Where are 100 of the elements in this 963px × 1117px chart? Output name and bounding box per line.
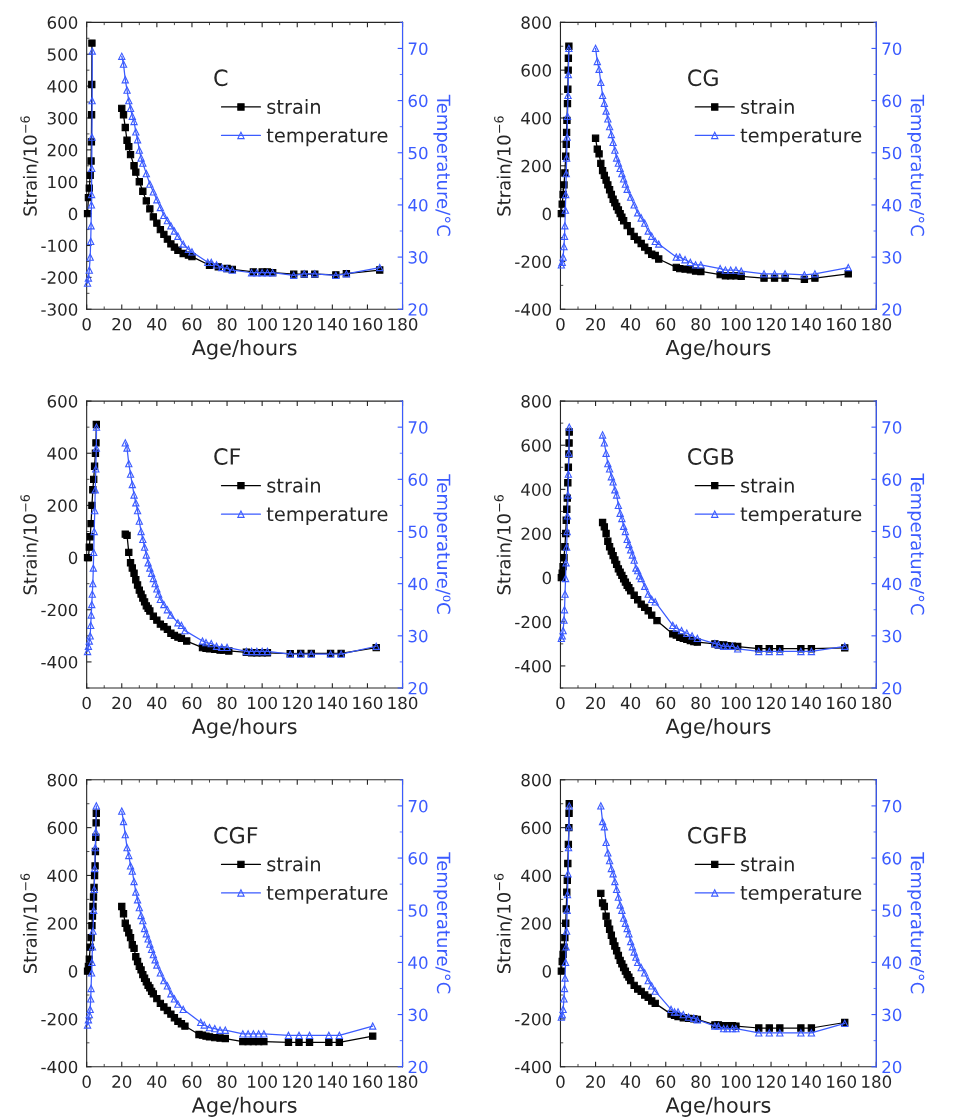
- y-tick-label: -400: [41, 655, 78, 669]
- x-tick-label: 160: [827, 1075, 857, 1088]
- y-tick-label: -200: [515, 615, 552, 629]
- y-tick-label: 0: [542, 965, 552, 978]
- x-tick-label: 100: [721, 1075, 751, 1088]
- x-tick-label: 180: [388, 696, 418, 710]
- x-tick-label: 100: [248, 1075, 277, 1088]
- y-axis-title: Strain/10$^{−6}$: [20, 116, 39, 216]
- x-tick-label: 140: [792, 317, 821, 331]
- legend-label: temperature: [740, 507, 862, 526]
- x-axis-title: Age/hours: [665, 339, 771, 360]
- legend-label: temperature: [266, 507, 388, 526]
- y-axis-title: Strain/10$^{−6}$: [494, 873, 513, 974]
- y-tick-label: 800: [521, 773, 552, 787]
- y-tick-label: 200: [521, 159, 552, 173]
- y2-axis-title: Temperature/°C: [907, 852, 925, 994]
- y2-tick-label: 30: [882, 629, 902, 643]
- y2-tick-label: 30: [408, 629, 428, 643]
- x-tick-label: 20: [586, 696, 606, 710]
- x-tick-label: 120: [756, 696, 786, 710]
- x-axis-title: Age/hours: [191, 339, 297, 360]
- x-axis-title: Age/hours: [191, 1096, 297, 1117]
- legend-label: strain: [741, 98, 794, 115]
- y-tick-label: -400: [515, 1060, 552, 1074]
- y-tick-label: 200: [47, 917, 78, 930]
- x-tick-label: 60: [182, 696, 202, 710]
- x-tick-label: 180: [862, 696, 892, 710]
- x-tick-label: 40: [620, 1075, 641, 1088]
- y2-tick-label: 30: [408, 251, 428, 264]
- y-axis-title: Strain/10$^{−6}$: [494, 116, 513, 216]
- y2-tick-label: 40: [408, 956, 428, 969]
- x-tick-label: 0: [82, 317, 91, 331]
- x-tick-label: 0: [556, 696, 565, 710]
- legend-label: temperature: [266, 886, 388, 904]
- x-axis-title: Age/hours: [191, 718, 297, 739]
- y-tick-label: 0: [68, 207, 78, 221]
- y-axis-title: Strain/10$^{−6}$: [20, 494, 39, 595]
- y-axis-title: Strain/10$^{−6}$: [20, 873, 39, 974]
- y2-tick-label: 60: [882, 94, 902, 108]
- legend-label: temperature: [740, 886, 862, 904]
- y-tick-label: 400: [47, 80, 78, 93]
- x-tick-label: 180: [862, 1075, 892, 1088]
- x-tick-label: 120: [283, 1075, 313, 1088]
- y-tick-label: 400: [47, 869, 78, 883]
- y-tick-label: 400: [521, 483, 552, 496]
- x-tick-label: 60: [656, 1075, 676, 1088]
- y-tick-label: 600: [521, 64, 552, 77]
- y-tick-label: -400: [515, 303, 552, 316]
- y-tick-label: -400: [41, 1060, 78, 1074]
- y-tick-label: 200: [521, 527, 552, 541]
- legend-label: temperature: [740, 128, 862, 147]
- x-tick-label: 160: [827, 317, 857, 331]
- x-tick-label: 160: [353, 1075, 383, 1088]
- x-tick-label: 180: [862, 317, 892, 331]
- legend-label: temperature: [266, 128, 388, 147]
- y-tick-label: 800: [47, 773, 78, 787]
- y2-tick-label: 20: [408, 1060, 428, 1074]
- x-tick-label: 100: [248, 696, 277, 710]
- x-tick-label: 120: [756, 317, 786, 331]
- y2-tick-label: 70: [408, 799, 428, 813]
- y2-tick-label: 60: [408, 94, 428, 108]
- x-tick-label: 80: [691, 696, 711, 710]
- text: CGFB: [688, 826, 746, 844]
- y-tick-label: 200: [521, 917, 552, 930]
- x-tick-label: 80: [217, 317, 237, 331]
- text: CF: [214, 448, 241, 465]
- x-tick-label: 100: [248, 317, 277, 331]
- x-tick-label: 120: [756, 1075, 786, 1088]
- y2-tick-label: 20: [882, 1060, 902, 1074]
- x-tick-label: 40: [147, 696, 167, 710]
- y-tick-label: -300: [41, 303, 78, 316]
- x-tick-label: 140: [318, 317, 348, 331]
- x-tick-label: 0: [556, 1075, 565, 1088]
- y2-tick-label: 50: [882, 525, 902, 539]
- y2-tick-label: 70: [882, 42, 902, 55]
- y-tick-label: 0: [68, 551, 78, 565]
- x-axis-title: Age/hours: [665, 1096, 771, 1117]
- y-tick-label: 200: [47, 499, 78, 512]
- x-tick-label: 60: [182, 1075, 202, 1088]
- x-tick-label: 20: [586, 1075, 606, 1088]
- x-tick-label: 80: [691, 1075, 711, 1088]
- y2-tick-label: 20: [882, 303, 902, 316]
- x-tick-label: 0: [556, 317, 565, 331]
- text: CGB: [688, 448, 734, 465]
- x-tick-label: 160: [353, 696, 383, 710]
- y-tick-label: 200: [47, 143, 78, 157]
- legend-label: strain: [741, 856, 794, 872]
- y-tick-label: -200: [41, 1012, 78, 1026]
- y2-axis-title: Temperature/⁰C: [433, 474, 451, 614]
- x-tick-label: 60: [656, 696, 676, 710]
- x-tick-label: 140: [792, 696, 821, 710]
- y2-axis-title: Temperature/°C: [433, 852, 451, 994]
- y2-tick-label: 50: [408, 146, 428, 160]
- y2-tick-label: 60: [408, 852, 428, 865]
- legend-label: strain: [267, 477, 320, 493]
- text: CG: [688, 69, 718, 87]
- y2-tick-label: 30: [408, 1008, 428, 1022]
- x-axis-title: Age/hours: [665, 718, 771, 739]
- y-tick-label: 600: [47, 821, 78, 835]
- x-tick-label: 100: [721, 317, 751, 331]
